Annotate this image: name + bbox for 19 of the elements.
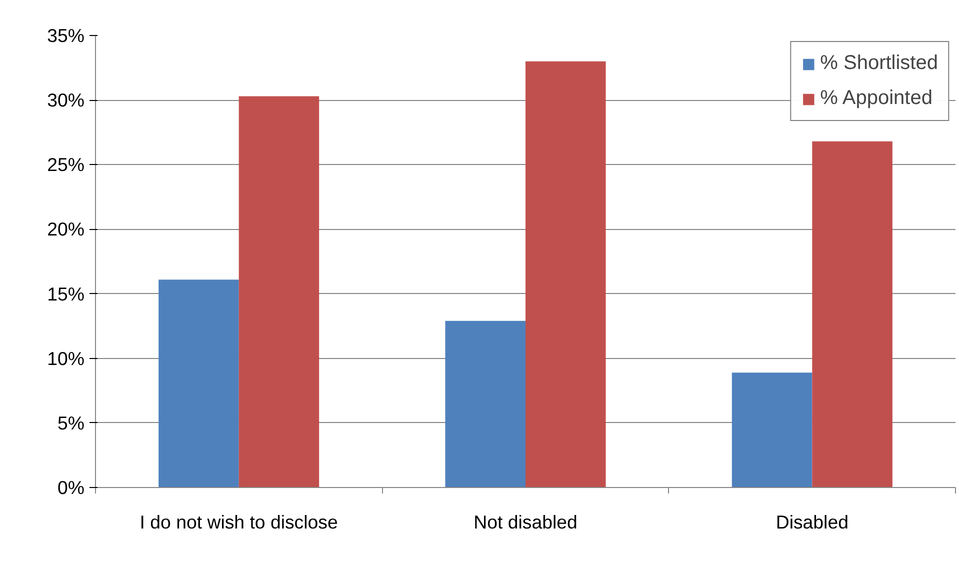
legend-label: % Shortlisted [820, 52, 938, 75]
y-tick-label: 25% [47, 154, 85, 176]
y-tick-label: 10% [47, 348, 85, 369]
bar [158, 280, 239, 488]
x-tick-label: I do not wish to disclose [140, 512, 338, 532]
bar [238, 96, 320, 488]
legend-label: % Appointed [820, 87, 932, 110]
y-tick-label: 20% [47, 218, 85, 240]
y-tick-label: 35% [47, 25, 85, 46]
bar [526, 61, 606, 488]
bar [812, 141, 892, 488]
bar [732, 372, 812, 488]
y-tick-label: 0% [58, 477, 85, 498]
y-tick-label: 5% [58, 412, 85, 434]
y-tick-label: 15% [47, 283, 85, 304]
y-tick-label: 30% [47, 90, 85, 111]
bar [445, 320, 526, 488]
x-tick-label: Disabled [776, 512, 848, 532]
x-tick-label: Not disabled [474, 512, 578, 532]
